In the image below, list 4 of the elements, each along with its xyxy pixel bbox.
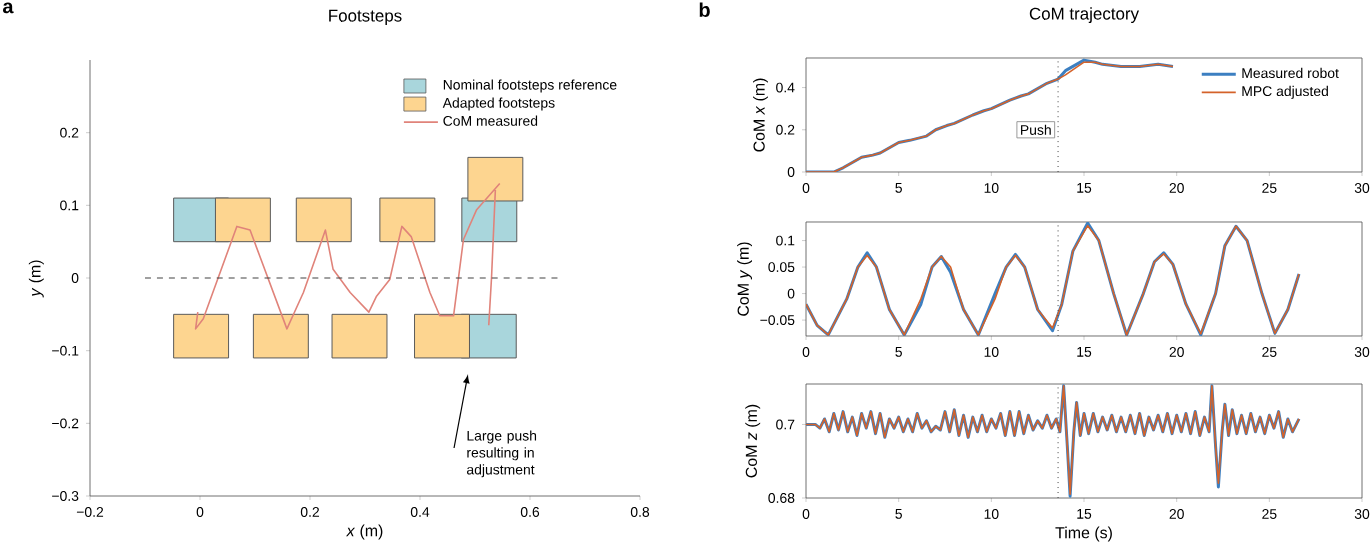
chart-title: CoM trajectory bbox=[1029, 7, 1140, 23]
text: b bbox=[699, 2, 710, 18]
chart-title: Footsteps bbox=[329, 9, 402, 25]
text: a bbox=[2, 2, 14, 14]
